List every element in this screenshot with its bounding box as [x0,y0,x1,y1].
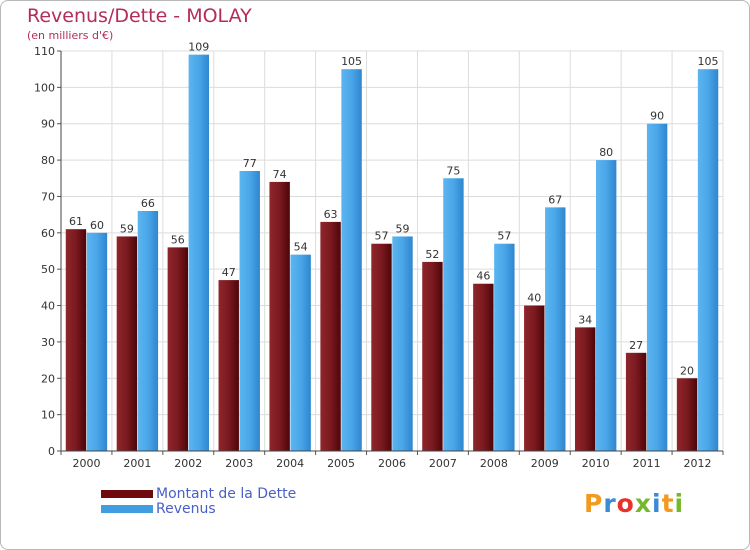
data-label-dette: 63 [324,208,338,221]
data-label-dette: 40 [527,292,541,305]
data-label-revenus: 67 [548,193,562,206]
x-tick-label: 2005 [327,457,355,470]
y-tick-label: 60 [41,227,55,240]
data-label-revenus: 105 [698,55,719,68]
chart-title: Revenus/Dette - MOLAY [27,5,252,27]
bar-dette [625,352,647,451]
bar-dette [116,236,138,451]
bar-dette [65,229,87,451]
data-label-dette: 27 [629,339,643,352]
bar-dette [167,247,189,451]
logo-letter: x [634,489,652,518]
bar-dette [422,261,443,451]
bar-revenus [494,243,515,451]
x-tick-label: 2009 [531,457,559,470]
data-label-dette: 74 [273,168,287,181]
x-tick-label: 2008 [480,457,508,470]
bar-revenus [188,54,210,452]
data-label-dette: 47 [222,266,236,279]
data-label-dette: 61 [69,215,83,228]
data-label-revenus: 66 [141,197,155,210]
legend-label-dette: Montant de la Dette [156,486,297,502]
logo-letter: i [674,489,685,518]
bar-dette [676,378,698,451]
logo-letter: t [661,489,675,518]
x-tick-label: 2012 [684,457,712,470]
bar-dette [574,327,596,451]
axes: 0 10 20 30 40 50 60 70 80 90 100 110 2000 2001 2002 200… [34,45,724,470]
legend-swatch-revenus [101,505,153,513]
legend-item-dette: Montant de la Dette [101,486,296,502]
bar-dette [473,283,494,451]
x-tick-label: 2006 [378,457,406,470]
x-tick-label: 2001 [123,457,151,470]
bar-dette [524,305,545,451]
y-tick-label: 80 [41,154,55,167]
data-label-revenus: 59 [396,222,410,235]
y-tick-label: 30 [41,336,55,349]
legend-item-revenus: Revenus [101,501,216,517]
bar-revenus [545,207,566,451]
bar-dette [320,221,341,451]
logo-letter: r [603,489,617,518]
bar-revenus [697,69,719,451]
x-tick-label: 2007 [429,457,457,470]
x-tick-label: 2002 [174,457,202,470]
x-tick-label: 2011 [633,457,661,470]
logo-letter: o [616,489,635,518]
data-label-revenus: 57 [497,230,511,243]
y-tick-label: 70 [41,190,55,203]
grid-lines [60,50,724,452]
y-tick-label: 110 [34,45,55,58]
bar-dette [269,181,290,451]
y-tick-label: 0 [48,445,55,458]
y-tick-label: 20 [41,372,55,385]
chart-subtitle: (en milliers d'€) [27,29,114,42]
bar-revenus [137,211,159,451]
bar-revenus [595,160,617,451]
bar-dette [371,243,392,451]
data-label-revenus: 90 [650,110,664,123]
bars: 61 60 59 66 56 109 47 77 74 54 63 105 57 59 52 75 46 57 40… [65,41,719,452]
data-label-revenus: 77 [243,157,257,170]
data-label-dette: 56 [171,233,185,246]
data-label-revenus: 80 [599,146,613,159]
data-label-dette: 20 [680,364,694,377]
bar-revenus [392,236,413,451]
data-label-dette: 52 [425,248,439,261]
bar-revenus [646,123,668,452]
data-label-dette: 59 [120,222,134,235]
proxiti-logo: Proxiti [584,489,684,518]
bar-revenus [290,254,311,451]
logo-letter: P [584,489,604,518]
legend-swatch-dette [101,490,153,498]
data-label-dette: 46 [476,270,490,283]
y-tick-label: 90 [41,118,55,131]
y-tick-label: 40 [41,300,55,313]
logo-letter: i [652,489,662,518]
bar-revenus [443,178,464,452]
bar-revenus [239,171,260,451]
y-tick-label: 50 [41,263,55,276]
bar-revenus [341,69,362,451]
data-label-revenus: 54 [294,241,308,254]
x-tick-label: 2000 [72,457,100,470]
legend-label-revenus: Revenus [156,501,216,517]
bar-revenus [86,232,108,451]
data-label-revenus: 109 [188,41,209,54]
data-label-dette: 34 [578,313,592,326]
data-label-revenus: 105 [341,55,362,68]
y-tick-label: 100 [34,81,55,94]
data-label-revenus: 60 [90,219,104,232]
x-tick-label: 2003 [225,457,253,470]
data-label-revenus: 75 [446,164,460,177]
bar-dette [218,280,239,451]
data-label-dette: 57 [375,230,389,243]
x-tick-label: 2010 [582,457,610,470]
y-tick-label: 10 [41,409,55,422]
x-tick-label: 2004 [276,457,304,470]
